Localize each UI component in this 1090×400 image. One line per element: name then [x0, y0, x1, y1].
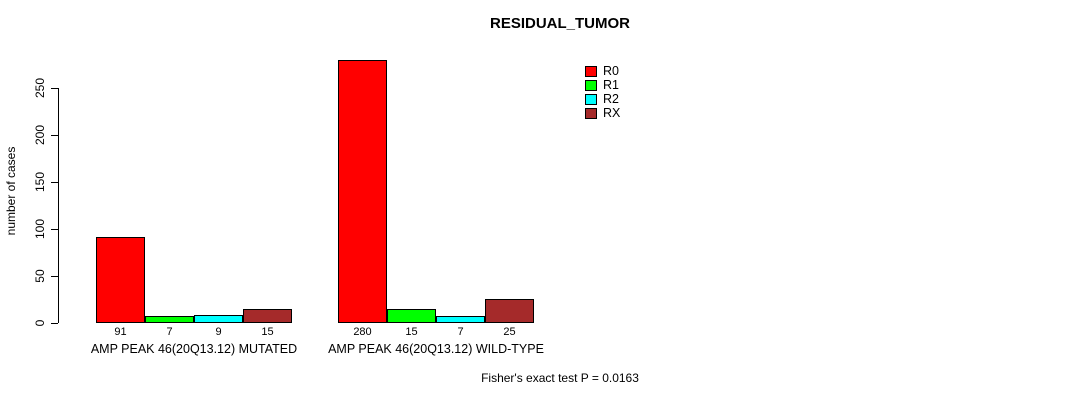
y-tick-label: 100: [33, 218, 47, 240]
bar-r2-group1: [194, 315, 243, 323]
legend-swatch-rx: [585, 107, 597, 119]
bar-rx-group1: [243, 309, 292, 323]
bar-value-label: 7: [166, 326, 173, 338]
bar-r2-group2: [436, 316, 485, 323]
fisher-note: Fisher's exact test P = 0.0163: [481, 371, 639, 385]
legend-label: RX: [603, 106, 621, 120]
y-tick-label: 250: [33, 77, 47, 99]
bar-value-label: 7: [457, 326, 464, 338]
y-tick: [51, 182, 58, 183]
legend-swatch-r0: [585, 65, 597, 77]
legend-label: R0: [603, 64, 619, 78]
chart-title: RESIDUAL_TUMOR: [489, 15, 631, 32]
y-tick: [51, 229, 58, 230]
group-label: AMP PEAK 46(20Q13.12) MUTATED: [90, 342, 298, 356]
bar-r0-group1: [96, 237, 145, 323]
legend-label: R1: [603, 78, 619, 92]
y-tick-label: 0: [33, 319, 47, 327]
y-tick-label: 150: [33, 171, 47, 193]
y-tick-label: 50: [33, 269, 47, 283]
bar-value-label: 9: [215, 326, 222, 338]
bar-value-label: 15: [261, 326, 274, 338]
legend-item-r2: R2: [585, 92, 620, 106]
group-label: AMP PEAK 46(20Q13.12) WILD-TYPE: [328, 342, 544, 356]
bar-value-label: 15: [405, 326, 418, 338]
y-axis-line: [58, 88, 59, 323]
y-tick: [51, 323, 58, 324]
bar-value-label: 25: [503, 326, 516, 338]
y-tick: [51, 135, 58, 136]
bar-rx-group2: [485, 299, 534, 323]
y-tick: [51, 276, 58, 277]
bar-r0-group2: [338, 60, 387, 323]
bar-value-label: 91: [114, 326, 127, 338]
legend-item-r1: R1: [585, 78, 620, 92]
y-tick-label: 200: [33, 124, 47, 146]
bar-r1-group1: [145, 316, 194, 323]
legend-item-rx: RX: [585, 106, 620, 120]
bar-value-label: 280: [353, 326, 372, 338]
legend-swatch-r1: [585, 79, 597, 91]
legend: R0 R1 R2 RX: [585, 64, 620, 120]
legend-item-r0: R0: [585, 64, 620, 78]
legend-label: R2: [603, 92, 619, 106]
bar-r1-group2: [387, 309, 436, 323]
y-tick: [51, 88, 58, 89]
legend-swatch-r2: [585, 93, 597, 105]
